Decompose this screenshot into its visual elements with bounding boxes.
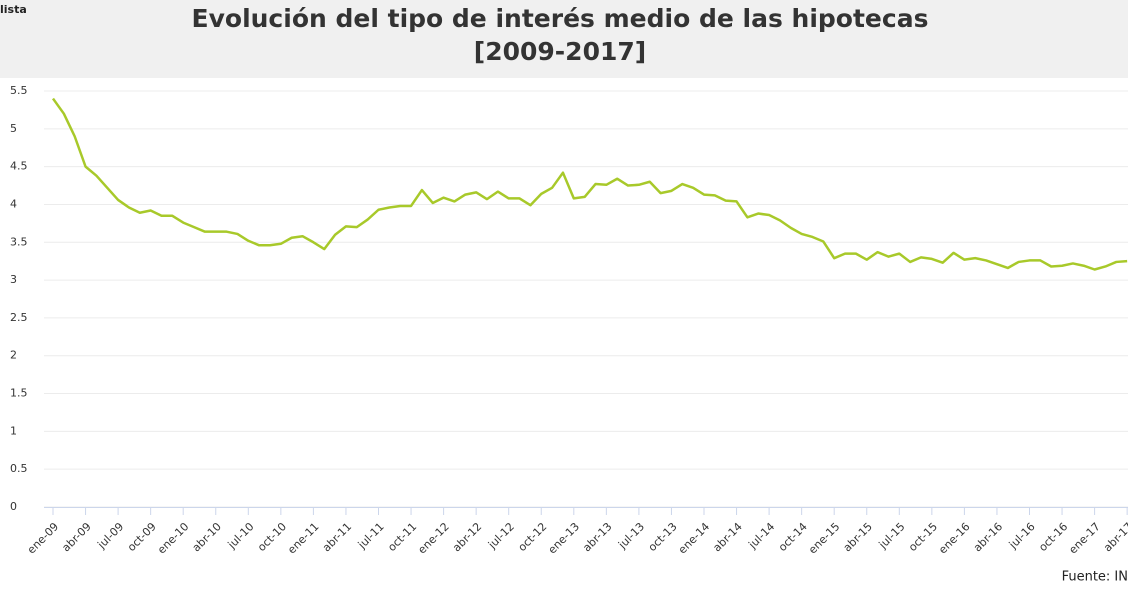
x-tick-label: ene-14 bbox=[676, 520, 712, 556]
y-tick-label: 1 bbox=[10, 424, 17, 437]
x-tick-label: abr-14 bbox=[710, 520, 744, 554]
y-tick-label: 4 bbox=[10, 197, 17, 210]
x-tick-label: ene-17 bbox=[1066, 520, 1102, 556]
x-tick-label: jul-16 bbox=[1006, 520, 1038, 552]
x-tick-label: jul-15 bbox=[876, 520, 908, 552]
x-tick-label: oct-14 bbox=[776, 520, 810, 554]
chart-subtitle: [2009-2017] bbox=[474, 37, 646, 66]
x-tick-label: ene-16 bbox=[936, 520, 972, 556]
x-tick-label: oct-09 bbox=[125, 520, 159, 554]
x-tick-label: abr-17 bbox=[1101, 520, 1128, 554]
x-tick-label: ene-12 bbox=[415, 520, 451, 556]
chart-title: Evolución del tipo de interés medio de l… bbox=[192, 4, 929, 33]
x-tick-label: oct-13 bbox=[646, 520, 680, 554]
x-tick-label: abr-13 bbox=[580, 520, 614, 554]
y-tick-label: 5.5 bbox=[10, 84, 28, 97]
x-tick-label: oct-15 bbox=[906, 520, 940, 554]
data-line bbox=[51, 97, 1128, 271]
x-tick-label: ene-11 bbox=[285, 520, 321, 556]
y-tick-label: 2 bbox=[10, 349, 17, 362]
x-tick-label: abr-16 bbox=[971, 520, 1005, 554]
source-note: Fuente: IN bbox=[1062, 570, 1128, 585]
x-tick-label: abr-09 bbox=[59, 520, 93, 554]
y-tick-label: 0 bbox=[10, 500, 17, 513]
x-tick-label: abr-15 bbox=[841, 520, 875, 554]
x-tick-label: jul-14 bbox=[745, 520, 777, 552]
x-tick-label: jul-09 bbox=[94, 520, 126, 552]
x-tick-label: ene-09 bbox=[25, 520, 61, 556]
corner-text: lista bbox=[0, 3, 27, 16]
x-tick-label: abr-11 bbox=[320, 520, 354, 554]
y-tick-label: 3 bbox=[10, 273, 17, 286]
y-tick-label: 0.5 bbox=[10, 462, 28, 475]
x-tick-label: jul-13 bbox=[615, 520, 647, 552]
x-tick-label: ene-15 bbox=[806, 520, 842, 556]
y-tick-label: 2.5 bbox=[10, 311, 28, 324]
x-tick-label: oct-11 bbox=[385, 520, 419, 554]
x-tick-label: abr-10 bbox=[190, 520, 224, 554]
y-tick-label: 1.5 bbox=[10, 387, 28, 400]
y-tick-label: 4.5 bbox=[10, 160, 28, 173]
y-tick-label: 3.5 bbox=[10, 235, 28, 248]
x-tick-label: abr-12 bbox=[450, 520, 484, 554]
header-band bbox=[0, 0, 1128, 78]
x-tick-label: oct-16 bbox=[1036, 520, 1070, 554]
x-tick-label: oct-10 bbox=[255, 520, 289, 554]
x-tick-label: jul-10 bbox=[225, 520, 257, 552]
x-tick-label: ene-13 bbox=[546, 520, 582, 556]
x-tick-label: ene-10 bbox=[155, 520, 191, 556]
x-tick-label: jul-12 bbox=[485, 520, 517, 552]
y-tick-label: 5 bbox=[10, 122, 17, 135]
x-tick-label: oct-12 bbox=[516, 520, 550, 554]
x-tick-label: jul-11 bbox=[355, 520, 387, 552]
